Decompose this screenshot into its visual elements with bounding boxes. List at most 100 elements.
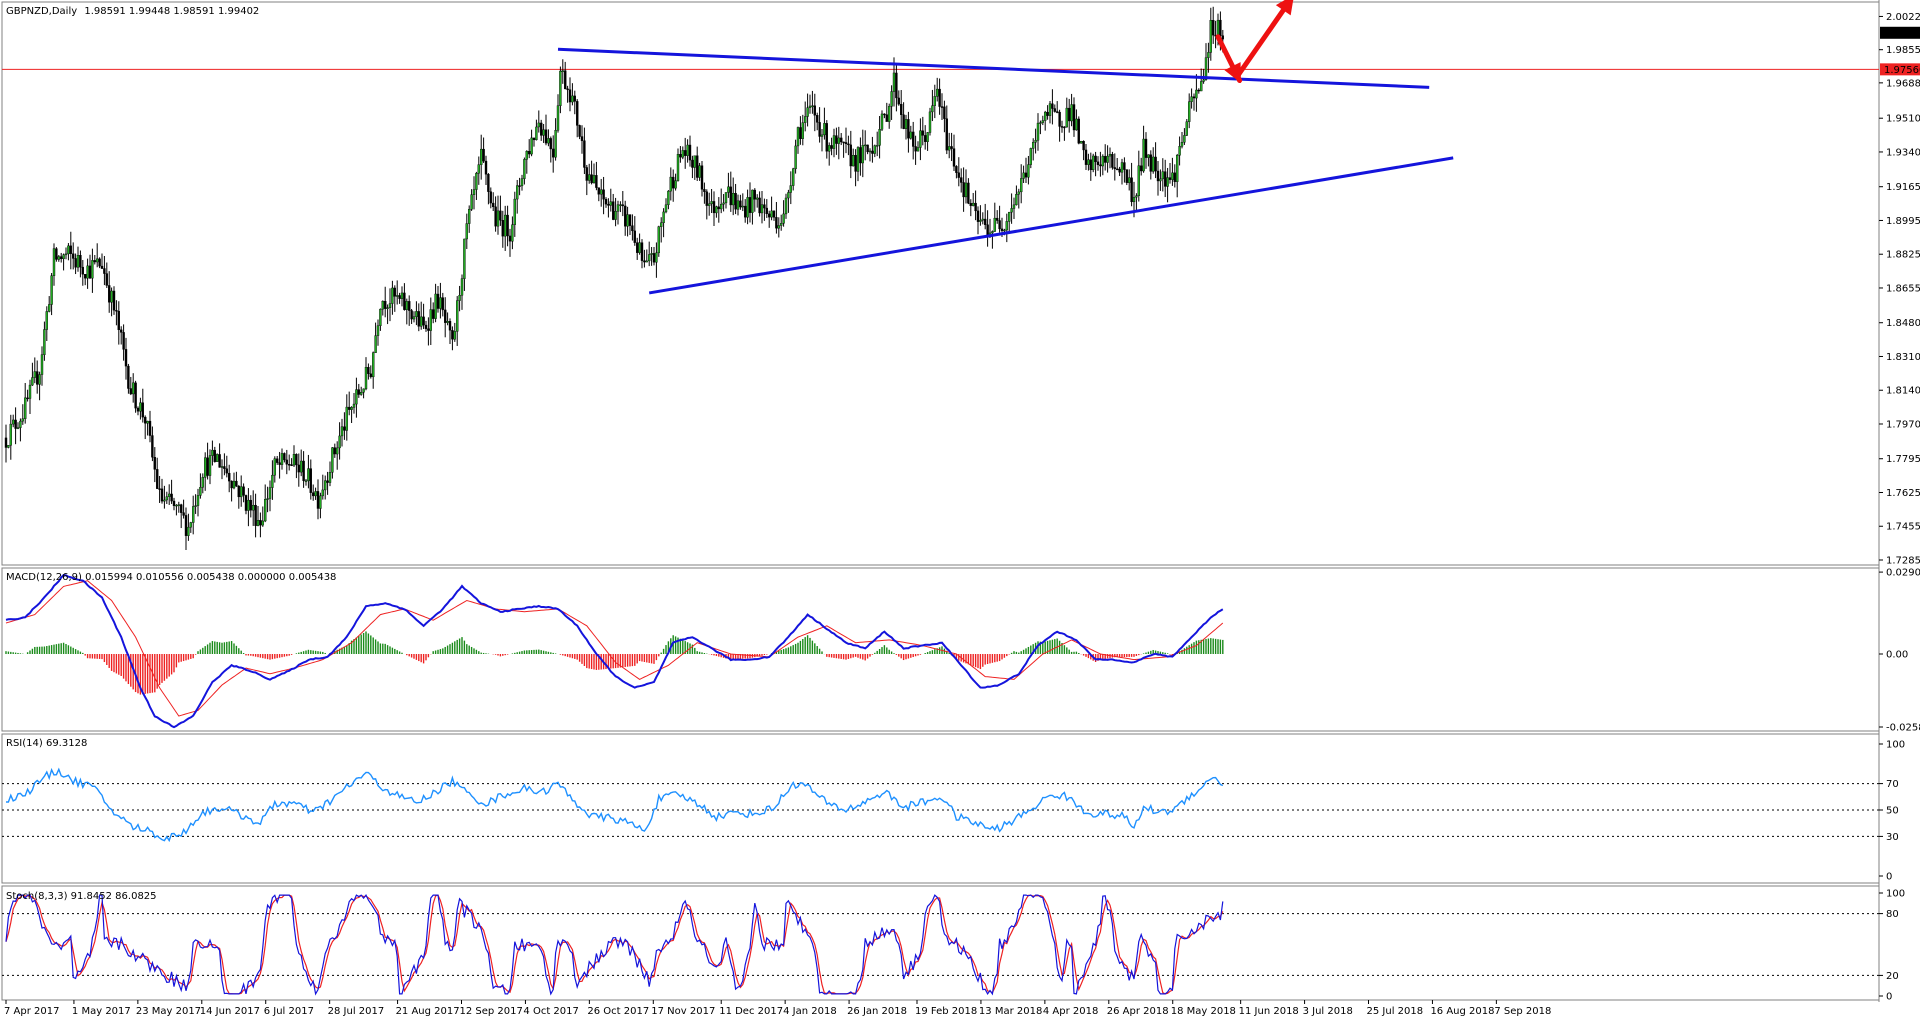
candle-body bbox=[1147, 154, 1150, 158]
candle-body bbox=[76, 255, 80, 268]
candle-body bbox=[1053, 108, 1057, 112]
candle-body bbox=[136, 407, 140, 412]
candle-body bbox=[1211, 20, 1215, 36]
price-tick-label: 1.88250 bbox=[1886, 250, 1920, 261]
symbol-label: GBPNZD,Daily bbox=[6, 6, 77, 17]
candle-body bbox=[885, 114, 888, 122]
candle-body bbox=[578, 125, 581, 137]
stoch-tick-label: 20 bbox=[1886, 971, 1899, 982]
candle-body bbox=[276, 458, 279, 463]
candle-body bbox=[79, 255, 82, 268]
candle-body bbox=[993, 217, 996, 232]
candle-body bbox=[1029, 148, 1033, 165]
candle-body bbox=[684, 150, 687, 156]
candle-body bbox=[516, 185, 519, 200]
candle-body bbox=[1127, 177, 1131, 183]
candle-body bbox=[528, 151, 531, 155]
candle-body bbox=[640, 242, 644, 261]
candle-body bbox=[1185, 121, 1189, 136]
candle-body bbox=[203, 457, 207, 478]
candle-body bbox=[765, 207, 768, 215]
candle-body bbox=[122, 332, 125, 350]
candle-body bbox=[280, 453, 284, 465]
candle-body bbox=[957, 172, 960, 178]
candle-body bbox=[1171, 172, 1174, 180]
candle-body bbox=[4, 437, 8, 448]
candle-body bbox=[621, 204, 624, 207]
candle-body bbox=[456, 300, 459, 332]
candle-body bbox=[439, 297, 442, 309]
candle-body bbox=[391, 287, 394, 304]
candle-body bbox=[744, 205, 747, 218]
candle-body bbox=[938, 88, 941, 107]
candle-body bbox=[604, 198, 608, 205]
candle-body bbox=[1103, 156, 1107, 163]
candle-body bbox=[1163, 171, 1167, 187]
candle-body bbox=[48, 304, 51, 312]
candle-body bbox=[264, 499, 267, 522]
candle-body bbox=[417, 311, 420, 327]
candle-body bbox=[239, 486, 243, 498]
candle-body bbox=[494, 206, 497, 227]
candle-body bbox=[1031, 142, 1035, 149]
candle-body bbox=[1130, 177, 1133, 203]
candle-body bbox=[427, 328, 430, 331]
candle-body bbox=[576, 101, 579, 126]
candle-body bbox=[1067, 107, 1071, 122]
candle-body bbox=[376, 325, 380, 336]
candle-body bbox=[928, 111, 932, 133]
candle-body bbox=[573, 95, 576, 102]
candle-body bbox=[835, 135, 838, 144]
candle-body bbox=[1039, 122, 1042, 124]
time-tick-label: 26 Oct 2017 bbox=[587, 1006, 649, 1017]
candle-body bbox=[179, 504, 183, 513]
candle-body bbox=[859, 147, 862, 164]
candle-body bbox=[266, 498, 269, 500]
candle-body bbox=[143, 416, 147, 424]
candle-body bbox=[1118, 168, 1121, 173]
candle-body bbox=[1195, 89, 1198, 99]
candle-body bbox=[7, 445, 10, 448]
candle-body bbox=[638, 242, 641, 253]
candle-body bbox=[1070, 104, 1073, 122]
candle-body bbox=[148, 420, 152, 436]
candle-body bbox=[408, 301, 411, 311]
time-tick-label: 4 Apr 2018 bbox=[1043, 1006, 1098, 1017]
candle-body bbox=[307, 468, 310, 481]
candle-body bbox=[748, 197, 752, 213]
candle-body bbox=[976, 210, 980, 222]
ohlc-label: 1.98591 1.99448 1.98591 1.99402 bbox=[84, 6, 259, 17]
candle-body bbox=[847, 143, 850, 146]
candle-body bbox=[1008, 211, 1011, 222]
candle-body bbox=[333, 447, 336, 455]
candle-body bbox=[1115, 168, 1119, 171]
price-tick-label: 1.77950 bbox=[1886, 454, 1920, 465]
price-tick-label: 1.96880 bbox=[1886, 78, 1920, 89]
candle-body bbox=[1207, 52, 1210, 58]
price-tick-label: 1.91650 bbox=[1886, 182, 1920, 193]
candle-body bbox=[405, 301, 408, 310]
candle-body bbox=[559, 70, 562, 106]
candle-body bbox=[1113, 167, 1117, 170]
candle-body bbox=[919, 130, 922, 148]
candle-body bbox=[751, 189, 754, 213]
candle-body bbox=[588, 174, 591, 181]
candle-body bbox=[362, 388, 365, 393]
price-tick-label: 1.86550 bbox=[1886, 283, 1920, 294]
candle-body bbox=[127, 365, 130, 389]
candle-body bbox=[556, 105, 560, 131]
candle-body bbox=[513, 198, 516, 225]
candle-body bbox=[775, 217, 778, 229]
candle-body bbox=[828, 145, 831, 152]
candle-body bbox=[734, 193, 737, 210]
candle-body bbox=[525, 151, 528, 160]
candle-body bbox=[902, 114, 905, 129]
candle-body bbox=[674, 180, 677, 189]
price-tick-label: 1.98550 bbox=[1886, 45, 1920, 56]
candle-body bbox=[650, 253, 653, 255]
candle-body bbox=[1175, 155, 1179, 182]
candle-body bbox=[244, 495, 248, 511]
stoch-label: Stoch(8,3,3) 91.8452 86.0825 bbox=[6, 891, 157, 902]
candle-body bbox=[343, 426, 346, 431]
candle-body bbox=[451, 329, 454, 340]
